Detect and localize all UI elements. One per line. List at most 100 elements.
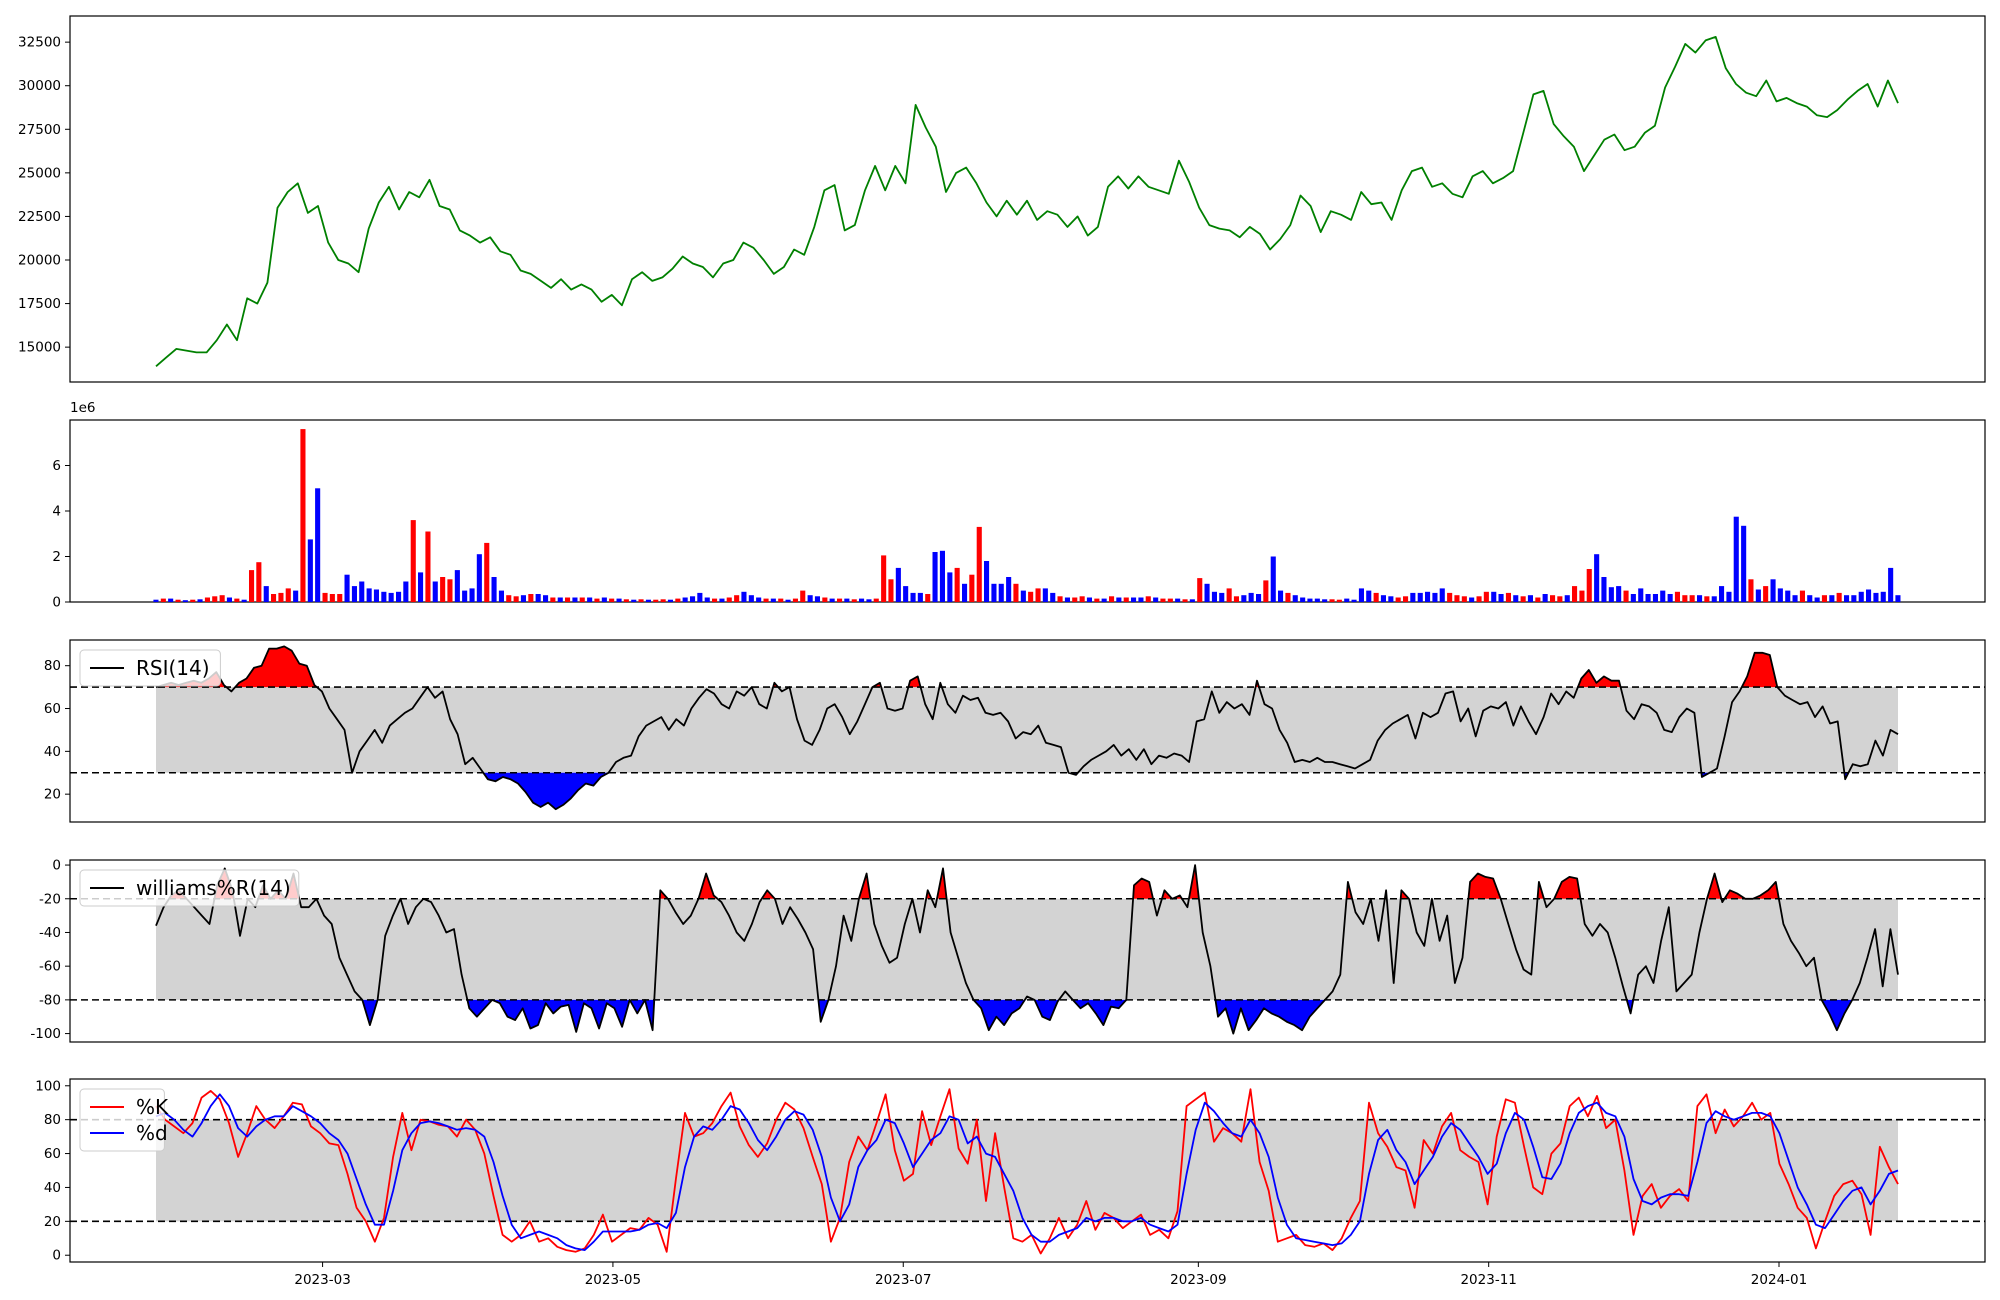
volume-bar xyxy=(873,598,879,602)
volume-bar xyxy=(1719,586,1725,602)
x-axis-tick-label: 2023-11 xyxy=(1460,1272,1516,1288)
volume-bar xyxy=(197,599,203,602)
volume-bar xyxy=(998,583,1004,602)
volume-bar xyxy=(476,554,482,602)
volume-bar xyxy=(962,583,968,602)
volume-bar xyxy=(359,581,365,602)
volume-bar xyxy=(520,595,526,602)
volume-bar xyxy=(748,595,754,602)
stochastic-d-line xyxy=(155,1093,1899,1251)
stochastic-band xyxy=(156,1119,1898,1222)
volume-bar xyxy=(645,599,651,602)
volume-bar xyxy=(293,590,299,602)
volume-bar xyxy=(307,539,313,602)
williams-r-panel: -100 -80 -60 -40 -20 0 williams%R(14) xyxy=(30,858,1986,1043)
williams-oversold-fill xyxy=(1034,999,1059,1021)
volume-bar xyxy=(991,583,997,602)
volume-bar xyxy=(366,588,372,602)
volume-bar xyxy=(278,592,284,602)
volume-bar xyxy=(726,597,732,602)
volume-bar xyxy=(1550,595,1556,602)
volume-bar xyxy=(1513,595,1519,602)
rsi-line xyxy=(155,645,1899,811)
volume-bar xyxy=(1013,583,1019,602)
williams-oversold-fill xyxy=(1215,999,1325,1034)
volume-bar xyxy=(204,597,210,602)
x-axis-tick-label: 2024-01 xyxy=(1751,1272,1807,1288)
volume-bar xyxy=(1204,583,1210,602)
volume-bar xyxy=(1799,590,1805,602)
williams-band xyxy=(156,898,1898,1000)
volume-bar xyxy=(1233,596,1239,602)
volume-bar xyxy=(653,599,659,602)
volume-bar xyxy=(1542,594,1548,602)
volume-bar xyxy=(1557,596,1563,602)
volume-ytick-label: 0 xyxy=(52,595,61,611)
volume-bar xyxy=(1447,592,1453,602)
volume-bar xyxy=(1697,595,1703,602)
volume-bar xyxy=(1777,588,1783,602)
volume-bar xyxy=(910,592,916,602)
volume-bar xyxy=(851,599,857,602)
volume-bar xyxy=(587,597,593,602)
volume-bar xyxy=(1836,592,1842,602)
volume-bar xyxy=(1035,588,1041,602)
volume-bar xyxy=(1572,586,1578,602)
volume-bar xyxy=(1351,599,1357,602)
volume-bar xyxy=(1373,592,1379,602)
volume-bar xyxy=(719,598,725,602)
volume-bar xyxy=(1189,599,1195,602)
williams-oversold-fill xyxy=(629,999,645,1014)
volume-bar xyxy=(160,598,166,602)
price-ytick-label: 27500 xyxy=(18,122,61,138)
volume-bar xyxy=(1535,597,1541,602)
volume-bar xyxy=(403,581,409,602)
volume-bar xyxy=(285,588,291,602)
x-axis-tick-label: 2023-05 xyxy=(585,1272,641,1288)
stochastic-ytick-label: 80 xyxy=(44,1112,61,1128)
volume-bar xyxy=(528,594,534,602)
volume-bar xyxy=(1344,598,1350,602)
williams-ytick-label: -100 xyxy=(30,1026,61,1042)
williams-legend xyxy=(79,869,300,907)
rsi-oversold-fill xyxy=(483,772,609,810)
volume-bar xyxy=(1042,588,1048,602)
volume-bar xyxy=(667,599,673,602)
volume-bar xyxy=(454,570,460,602)
volume-bar xyxy=(1616,586,1622,602)
volume-bar xyxy=(190,599,196,602)
volume-bar xyxy=(734,595,740,602)
volume-bar xyxy=(1285,592,1291,602)
volume-bar xyxy=(1109,596,1115,602)
volume-bar xyxy=(704,597,710,602)
volume-bar xyxy=(388,592,394,602)
stochastic-panel: 0 20 40 60 80 100 %K%d 2023-03 2023-05 2023-07 202… xyxy=(35,1078,1986,1288)
x-axis-tick-label: 2023-03 xyxy=(294,1272,350,1288)
volume-bar xyxy=(1652,594,1658,602)
volume-bar xyxy=(1241,595,1247,602)
volume-ytick-label: 2 xyxy=(52,549,61,565)
volume-bar xyxy=(1770,579,1776,603)
volume-bar xyxy=(888,579,894,603)
stochastic-ytick-label: 60 xyxy=(44,1146,61,1162)
volume-bar xyxy=(322,592,328,602)
volume-bar xyxy=(770,598,776,602)
volume-bar xyxy=(315,488,321,603)
volume-bar xyxy=(1094,598,1100,602)
volume-bar xyxy=(1454,595,1460,602)
volume-bar xyxy=(969,574,975,602)
volume-bar xyxy=(1314,598,1320,602)
price-line xyxy=(155,36,1899,367)
volume-bar xyxy=(1366,590,1372,602)
rsi-ytick-label: 60 xyxy=(44,701,61,717)
volume-bar xyxy=(1741,525,1747,602)
rsi-ytick-label: 20 xyxy=(44,787,61,803)
volume-bar xyxy=(1329,599,1335,602)
volume-bar xyxy=(212,596,218,602)
volume-bar xyxy=(807,595,813,602)
x-axis-tick-label: 2023-07 xyxy=(875,1272,931,1288)
volume-bar xyxy=(785,599,791,602)
price-ytick-label: 22500 xyxy=(18,209,61,225)
volume-bar xyxy=(579,597,585,602)
